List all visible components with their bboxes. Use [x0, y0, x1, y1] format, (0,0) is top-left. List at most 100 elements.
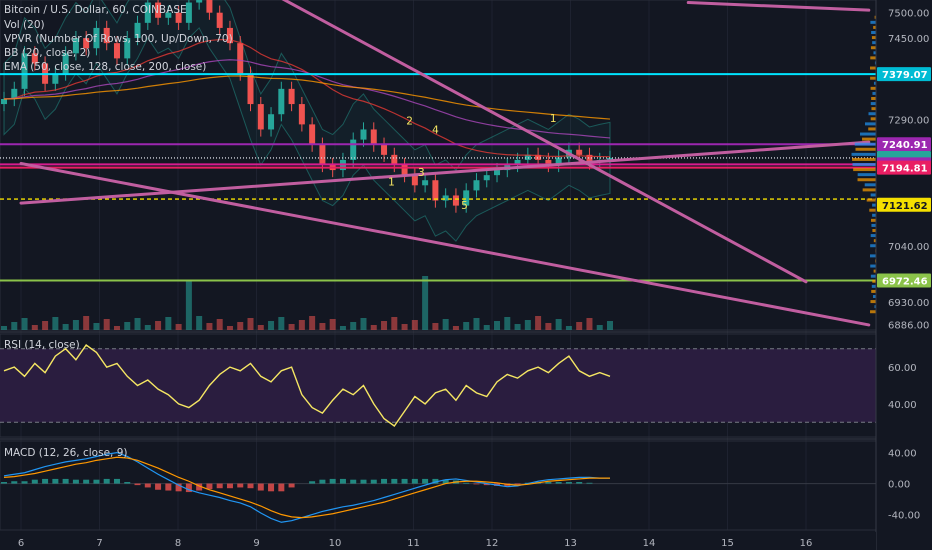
macd-histogram-bar	[257, 483, 264, 491]
volume-profile-bar	[870, 56, 876, 60]
volume-profile-bar	[862, 137, 876, 141]
macd-histogram-bar	[319, 479, 326, 484]
candle-body	[370, 129, 377, 145]
price-tag	[877, 137, 931, 152]
macd-histogram-bar	[555, 482, 562, 484]
time-tick-label: 8	[175, 538, 181, 549]
candle-body	[31, 53, 38, 64]
volume-profile-bar	[874, 305, 876, 309]
volume-bar	[226, 326, 233, 330]
volume-profile-bar	[862, 188, 876, 192]
indicator-bb[interactable]: BB (20, close, 2)	[4, 47, 90, 59]
macd-histogram-bar	[442, 479, 449, 484]
price-pane[interactable]: 1 2 3 4 5 1	[0, 0, 876, 330]
macd-histogram-bar	[62, 478, 69, 484]
volume-profile-bar	[870, 244, 876, 248]
macd-histogram-bar	[576, 482, 583, 484]
time-axis-background	[0, 532, 876, 550]
price-tick-label: 7040.00	[888, 242, 929, 253]
volume-bar	[483, 325, 490, 330]
volume-bar	[565, 326, 572, 330]
candle-body	[21, 53, 28, 89]
price-tick-label: 7500.00	[888, 9, 929, 20]
volume-bar	[93, 323, 100, 330]
volume-profile-bar	[872, 203, 876, 207]
macd-histogram-bar	[93, 479, 100, 484]
candle-body	[124, 38, 131, 59]
macd-histogram-bar	[432, 478, 439, 484]
macd-histogram-bar	[206, 483, 213, 489]
macd-histogram-bar	[42, 478, 49, 484]
trendline	[19, 140, 871, 205]
candle-body	[11, 88, 18, 99]
volume-profile-bar	[870, 66, 876, 70]
volume-bar	[545, 323, 552, 330]
volume-profile-bar	[870, 310, 876, 314]
volume-bar	[586, 318, 593, 330]
macd-histogram-bar	[391, 478, 398, 484]
price-tag	[877, 197, 931, 212]
volume-profile-bar	[872, 41, 876, 45]
candle-body	[494, 170, 501, 176]
candle-body	[514, 159, 521, 165]
volume-bar	[1, 326, 7, 330]
volume-profile-bar	[868, 112, 876, 116]
candle-body	[93, 27, 100, 49]
macd-tick-label: -40.00	[888, 511, 920, 522]
macd-pane[interactable]: MACD (12, 26, close, 9)	[0, 447, 876, 523]
wave-label: 1	[388, 176, 395, 188]
candle-body	[545, 159, 552, 165]
volume-profile-bar	[872, 213, 876, 217]
volume-bar	[607, 321, 613, 330]
volume-profile-bar	[873, 81, 876, 85]
macd-histogram-bar	[401, 478, 408, 484]
volume-profile-bar	[851, 152, 876, 156]
candle-body	[576, 149, 583, 155]
volume-bar	[237, 322, 244, 330]
volume-bar	[432, 323, 439, 330]
price-tag-label: 6972.46	[882, 277, 928, 288]
wave-label: 5	[461, 200, 468, 212]
time-tick-label: 16	[800, 538, 813, 549]
candle-body	[216, 12, 223, 28]
candle-body	[586, 154, 593, 163]
rsi-title: RSI (14, close)	[4, 339, 80, 351]
macd-histogram-bar	[329, 478, 336, 484]
candle-body	[226, 27, 233, 44]
volume-profile-bar	[871, 31, 876, 34]
volume-profile-bar	[870, 264, 876, 268]
rsi-line	[3, 344, 611, 427]
trendline	[281, 0, 808, 284]
volume-profile-bar	[871, 284, 876, 288]
volume-profile-bar	[872, 91, 876, 95]
time-tick-label: 11	[407, 538, 420, 549]
macd-histogram-bar	[381, 478, 388, 484]
volume-profile-bar	[870, 76, 876, 80]
indicator-ema[interactable]: EMA (50, close, 128, close, 200, close)	[4, 61, 206, 73]
macd-histogram-bar	[155, 483, 162, 490]
volume-bar	[422, 276, 429, 330]
wave-label: 2	[406, 115, 413, 127]
volume-profile-bar	[870, 102, 876, 106]
signal-line	[3, 456, 610, 519]
volume-bar	[62, 324, 69, 330]
macd-line	[3, 451, 610, 523]
grid-lines	[0, 0, 932, 531]
volume-bar	[463, 322, 470, 330]
volume-bar	[185, 280, 192, 330]
volume-profile-bar	[857, 173, 876, 177]
macd-histogram-bar	[370, 479, 377, 484]
candle-body	[1, 99, 7, 105]
macd-histogram-bar	[247, 483, 254, 489]
time-tick-label: 12	[486, 538, 499, 549]
rsi-pane[interactable]: RSI (14, close)	[0, 339, 876, 427]
indicator-vpvr[interactable]: VPVR (Number Of Rows, 100, Up/Down, 70)	[4, 33, 233, 45]
candle-body	[422, 180, 429, 186]
price-tick-label: 6886.00	[888, 320, 929, 331]
volume-bar	[83, 316, 90, 330]
indicator-vol[interactable]: Vol (20)	[4, 19, 45, 31]
candle-body	[62, 53, 69, 74]
volume-bar	[298, 320, 305, 330]
